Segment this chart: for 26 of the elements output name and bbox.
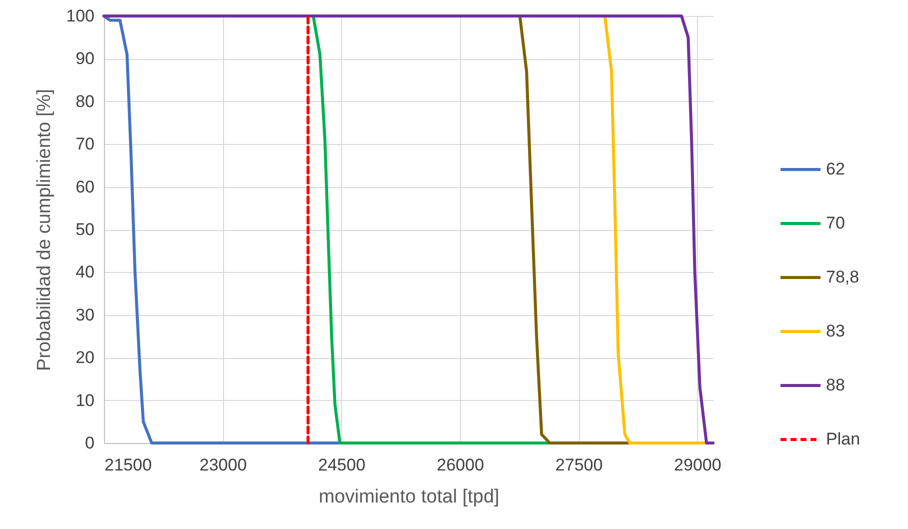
y-axis-title: Probabilidad de cumplimiento [%] [34, 89, 56, 371]
x-tick-label: 23000 [199, 456, 247, 474]
x-axis-title: movimiento total [tpd] [318, 486, 500, 508]
legend-label: 83 [826, 322, 845, 340]
y-tick-label: 90 [76, 49, 94, 68]
x-tick-label: 29000 [674, 456, 722, 474]
x-tick-label: 24500 [318, 456, 366, 474]
x-tick-label: 26000 [436, 456, 484, 474]
y-tick-label: 100 [66, 6, 94, 26]
line-series [102, 14, 714, 444]
legend-label: 70 [826, 214, 845, 232]
legend-label: Plan [826, 430, 860, 448]
y-tick-label: 10 [76, 390, 94, 410]
legend-label: 88 [826, 376, 845, 394]
x-tick-label: 21500 [104, 456, 152, 474]
y-tick-label: 20 [76, 348, 94, 368]
y-tick-label: 40 [76, 262, 94, 282]
y-tick-label: 50 [76, 220, 94, 239]
y-tick-label: 60 [76, 177, 94, 196]
x-tick-label: 27500 [555, 456, 603, 474]
y-tick-label: 0 [85, 434, 94, 452]
y-tick-label: 80 [76, 92, 94, 111]
y-tick-label: 30 [76, 305, 94, 324]
legend-label: 78,8 [826, 268, 860, 286]
y-tick-label: 70 [76, 134, 94, 154]
legend-label: 62 [826, 160, 845, 178]
